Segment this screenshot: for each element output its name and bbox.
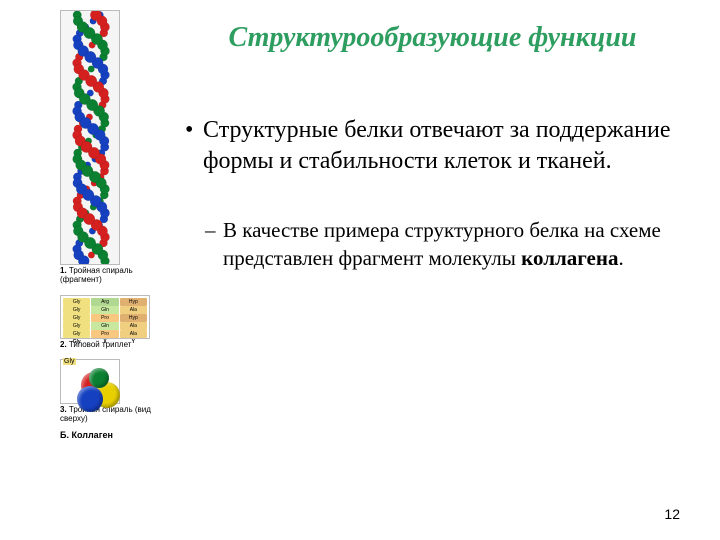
topview-image: Gly xyxy=(60,359,120,404)
collagen-caption: Б. Коллаген xyxy=(60,430,160,440)
sub-bullet: В качестве примера структурного белка на… xyxy=(223,217,680,272)
helix-image xyxy=(60,10,120,265)
fig-triplet: GlyArgHypGlyGlnAlaGlyProHypGlyGlnAlaGlyP… xyxy=(60,295,160,356)
sub-bullet-list: В качестве примера структурного белка на… xyxy=(203,217,680,272)
fig-topview: Gly 3. Тройная спираль (вид сверху) Б. К… xyxy=(60,359,160,440)
topview-caption: 3. Тройная спираль (вид сверху) xyxy=(60,406,160,424)
slide: 1. Тройная спираль (фрагмент) GlyArgHypG… xyxy=(0,0,720,540)
content-column: Структурообразующие функции Структурные … xyxy=(165,0,720,540)
helix-caption: 1. Тройная спираль (фрагмент) xyxy=(60,267,160,285)
fig-helix: 1. Тройная спираль (фрагмент) xyxy=(60,10,160,291)
page-number: 12 xyxy=(664,506,680,522)
main-bullet-list: Структурные белки отвечают за поддержани… xyxy=(185,115,680,272)
triplet-table: GlyArgHypGlyGlnAlaGlyProHypGlyGlnAlaGlyP… xyxy=(60,295,150,339)
main-bullet: Структурные белки отвечают за поддержани… xyxy=(203,115,680,272)
slide-title: Структурообразующие функции xyxy=(185,20,680,55)
gly-label: Gly xyxy=(63,358,76,365)
figure-column: 1. Тройная спираль (фрагмент) GlyArgHypG… xyxy=(0,0,165,540)
